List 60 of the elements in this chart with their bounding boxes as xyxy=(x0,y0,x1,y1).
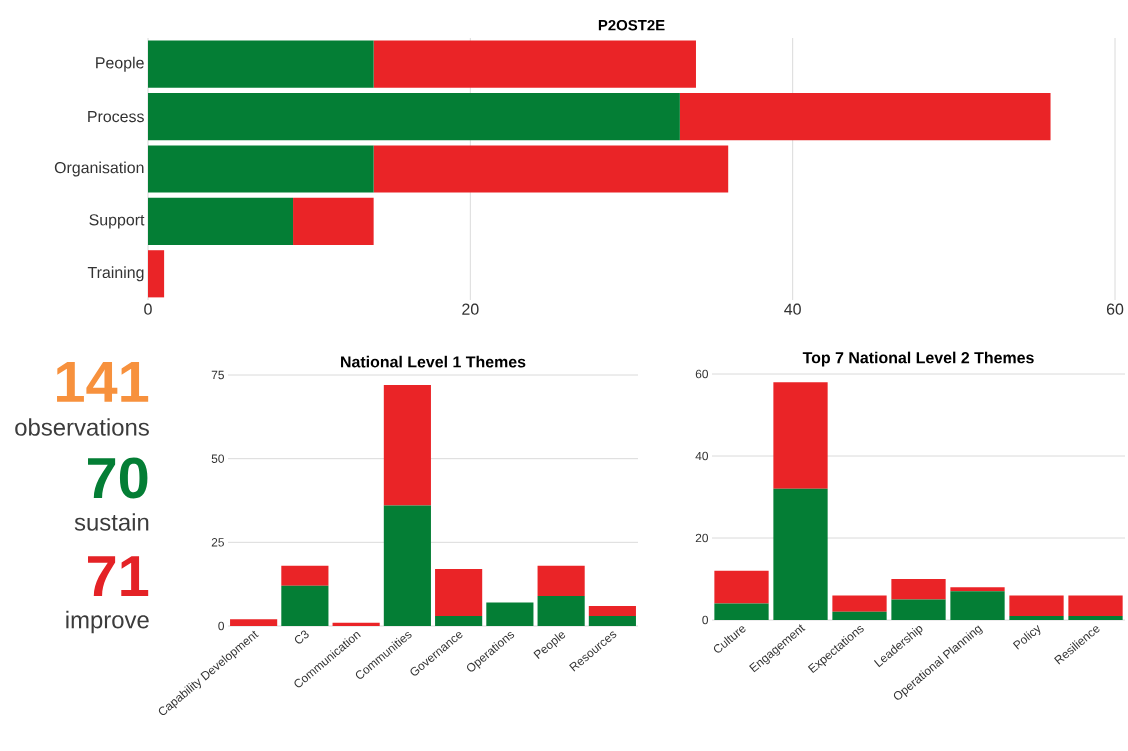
y-tick-label: Organisation xyxy=(54,161,144,177)
bar xyxy=(281,585,329,626)
bar xyxy=(714,603,769,620)
text: improve xyxy=(66,610,149,634)
bar xyxy=(773,488,828,620)
bar xyxy=(486,602,534,626)
bar xyxy=(435,615,483,626)
bar xyxy=(148,93,680,141)
bar xyxy=(230,619,278,626)
bar xyxy=(950,587,1005,592)
bar xyxy=(148,197,294,245)
text: 70 xyxy=(88,457,148,499)
bar xyxy=(373,40,696,88)
bar xyxy=(588,615,636,626)
y-tick-label: 50 xyxy=(211,454,225,463)
y-tick-label: 40 xyxy=(695,451,709,461)
bar xyxy=(679,93,1051,141)
bar xyxy=(1068,595,1123,616)
y-tick-label: People xyxy=(96,56,144,72)
bar xyxy=(373,145,729,193)
bar xyxy=(714,570,769,604)
bar xyxy=(148,40,374,88)
x-tick-label: 20 xyxy=(462,303,479,315)
text: observations xyxy=(15,418,149,436)
y-tick-label: Training xyxy=(87,266,144,282)
bar xyxy=(832,611,887,620)
x-tick-label: 0 xyxy=(144,303,152,315)
y-tick-label: 60 xyxy=(695,369,709,379)
bar xyxy=(293,197,374,245)
y-tick-label: 75 xyxy=(211,370,224,380)
bar xyxy=(1068,615,1123,620)
chart-title: P2OST2E xyxy=(598,19,665,31)
bar xyxy=(891,599,946,620)
bar xyxy=(832,595,887,612)
bar xyxy=(773,382,828,489)
y-tick-label: 0 xyxy=(702,615,709,625)
chart-title: Top 7 National Level 2 Themes xyxy=(802,351,1034,367)
bar xyxy=(148,145,374,193)
y-tick-label: Support xyxy=(89,214,145,229)
bar xyxy=(281,565,329,586)
bar xyxy=(1009,615,1064,620)
bar xyxy=(435,569,483,616)
bar xyxy=(537,595,585,626)
bar xyxy=(891,579,946,600)
bar xyxy=(588,605,636,616)
bar xyxy=(537,565,585,596)
bar xyxy=(383,385,431,506)
bar xyxy=(383,505,431,626)
text: sustain xyxy=(74,513,149,531)
y-tick-label: Process xyxy=(88,111,144,123)
text: 141 xyxy=(57,362,149,402)
bar xyxy=(148,250,165,298)
text: 71 xyxy=(88,556,149,596)
chart-title: National Level 1 Themes xyxy=(341,355,526,368)
x-tick-label: 60 xyxy=(1106,303,1124,315)
bar xyxy=(950,591,1005,620)
x-tick-label: 40 xyxy=(784,303,801,315)
bar xyxy=(1009,595,1064,616)
y-tick-label: 20 xyxy=(695,533,709,543)
y-tick-label: 25 xyxy=(211,538,224,547)
